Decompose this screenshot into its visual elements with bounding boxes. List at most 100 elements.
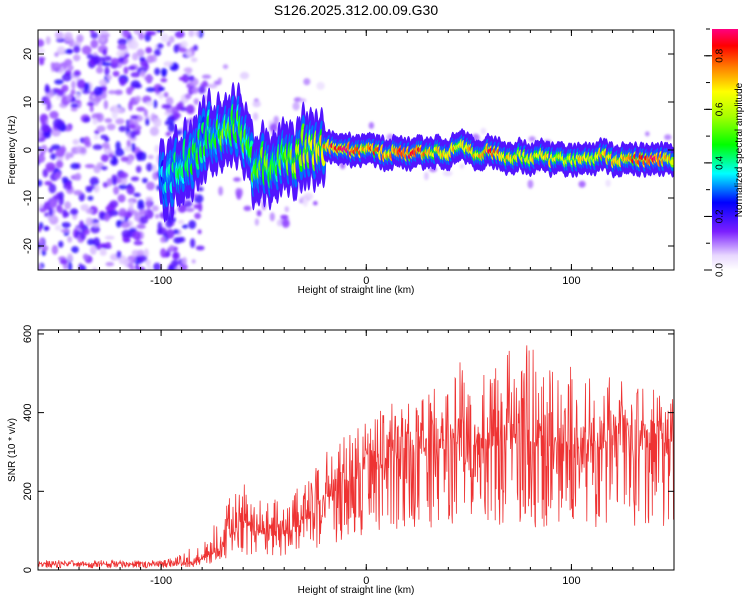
heatmap-cell	[93, 86, 104, 96]
heatmap-cell	[101, 142, 110, 149]
heatmap-cell	[48, 207, 54, 217]
x-tick-label: 100	[562, 275, 580, 287]
heatmap-cell	[145, 87, 156, 93]
heatmap-cell	[40, 123, 50, 133]
heatmap-cell	[254, 218, 259, 226]
heatmap-cell	[161, 67, 168, 76]
heatmap-cell	[92, 223, 101, 228]
heatmap-cell	[139, 56, 146, 62]
heatmap-cell	[605, 179, 611, 187]
heatmap-cell	[424, 171, 429, 181]
heatmap-cell	[183, 67, 193, 73]
heatmap-cell	[75, 93, 81, 100]
heatmap-cell	[70, 106, 78, 112]
heatmap-cell	[57, 46, 66, 54]
heatmap-cell	[160, 33, 169, 43]
spectrogram-xlabel: Height of straight line (km)	[298, 285, 415, 296]
heatmap-cell	[670, 159, 674, 165]
colorbar-tick-label: 0.6	[715, 102, 726, 116]
heatmap-cell	[174, 30, 185, 39]
heatmap-cell	[54, 31, 64, 40]
heatmap-cell	[112, 70, 120, 77]
x-tick-label: 0	[363, 275, 369, 287]
heatmap-cell	[527, 179, 534, 189]
heatmap-cell	[239, 71, 250, 80]
heatmap-cell	[645, 131, 650, 137]
heatmap-cell	[90, 225, 100, 234]
heatmap-cell	[118, 184, 128, 190]
heatmap-cell	[154, 48, 161, 57]
heatmap-cell	[122, 30, 129, 38]
heatmap-cell	[154, 67, 161, 76]
heatmap-cell	[368, 122, 375, 129]
heatmap-cell	[102, 48, 108, 56]
y-tick-label: 20	[22, 48, 34, 60]
heatmap-cell	[58, 240, 64, 248]
heatmap-cell	[281, 219, 290, 228]
heatmap-cell	[180, 40, 188, 49]
heatmap-cell	[92, 55, 101, 65]
heatmap-cell	[113, 186, 120, 195]
heatmap-cell	[85, 185, 96, 190]
heatmap-cell	[50, 144, 61, 151]
heatmap-cell	[156, 30, 164, 33]
heatmap-cell	[45, 162, 56, 171]
heatmap-cell	[178, 76, 186, 81]
heatmap-cell	[96, 66, 104, 74]
heatmap-cell	[313, 201, 318, 206]
heatmap-cell	[197, 229, 202, 235]
heatmap-cell	[63, 32, 73, 42]
heatmap-cell	[167, 122, 176, 133]
heatmap-cell	[146, 181, 155, 191]
heatmap-cell	[105, 242, 111, 246]
heatmap-cell	[145, 196, 153, 202]
heatmap-cell	[129, 200, 134, 211]
heatmap-cell	[137, 266, 146, 270]
heatmap-cell	[123, 66, 129, 75]
heatmap-cell	[158, 93, 164, 99]
snr-frame	[37, 329, 675, 571]
heatmap-cell	[201, 74, 212, 79]
heatmap-cell	[89, 245, 97, 255]
heatmap-cell	[103, 100, 109, 110]
heatmap-cell	[163, 91, 169, 98]
heatmap-cell	[102, 62, 112, 67]
heatmap-cell	[51, 128, 61, 137]
heatmap-cell	[82, 253, 89, 260]
heatmap-cell	[56, 89, 64, 97]
heatmap-cell	[145, 101, 153, 107]
heatmap-cell	[110, 57, 120, 65]
heatmap-cell	[100, 134, 108, 140]
heatmap-cell	[163, 61, 173, 67]
heatmap-cell	[65, 153, 70, 161]
heatmap-cell	[106, 74, 113, 81]
heatmap-cell	[126, 139, 131, 148]
heatmap-cell	[66, 181, 72, 191]
heatmap-cell	[108, 153, 114, 158]
heatmap-cell	[119, 77, 126, 86]
heatmap-cell	[191, 86, 199, 94]
heatmap-cell	[459, 163, 465, 169]
heatmap-cell	[67, 261, 73, 270]
heatmap-cell	[74, 172, 82, 181]
heatmap-cell	[73, 45, 81, 54]
heatmap-cell	[115, 118, 125, 125]
heatmap-cell	[110, 105, 120, 113]
heatmap-cell	[292, 101, 300, 111]
heatmap-cell	[138, 32, 145, 40]
snr-ylabel: SNR (10 * v/v)	[7, 418, 18, 482]
heatmap-cell	[90, 39, 99, 49]
heatmap-cell	[116, 50, 125, 58]
heatmap-cell	[160, 248, 167, 258]
heatmap-cell	[44, 83, 50, 93]
heatmap-cell	[146, 30, 157, 36]
heatmap-cell	[132, 230, 142, 240]
heatmap-cell	[118, 125, 127, 132]
heatmap-cell	[83, 136, 91, 146]
heatmap-cell	[40, 115, 46, 126]
heatmap-cell	[45, 36, 51, 45]
heatmap-cell	[177, 219, 185, 225]
heatmap-cell	[116, 250, 122, 259]
heatmap-cell	[146, 162, 153, 172]
heatmap-cell	[51, 62, 62, 72]
